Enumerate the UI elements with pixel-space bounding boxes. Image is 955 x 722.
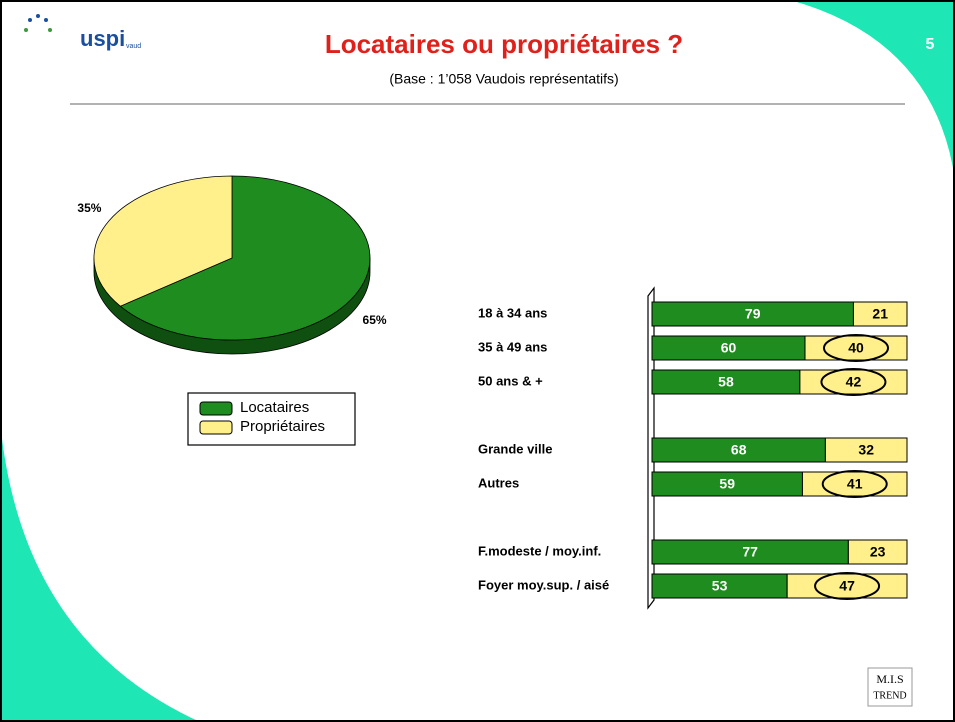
bar-segment [799,369,908,395]
bar-segment [651,301,854,327]
category-label: F.modeste / moy.inf. [478,543,601,558]
highlight-circle [820,368,887,396]
legend-swatch [199,420,233,435]
category-label: 50 ans & + [478,373,543,388]
subtitle: (Base : 1’058 Vaudois représentatifs) [389,71,618,87]
bar-value-label: 60 [721,340,737,356]
bar-segment [852,301,908,327]
corner-decoration [790,0,955,180]
legend-swatch [199,401,233,416]
pie-label: 65% [363,313,387,327]
pie-label: 35% [77,201,101,215]
bar-value-label: 59 [719,476,735,492]
highlight-circle [823,334,889,362]
axis [647,286,655,610]
footer-logo: M.I.S [876,672,903,686]
bar-segment [651,471,803,497]
footer-logo-sub: TREND [873,690,906,701]
bar-value-label: 23 [870,544,886,560]
bar-value-label: 41 [847,476,863,492]
corner-decoration [0,420,200,722]
bar-segment [847,539,908,565]
bar-value-label: 40 [848,340,864,356]
bar-segment [651,539,849,565]
category-label: Autres [478,475,519,490]
legend-label: Propriétaires [240,418,325,435]
legend-label: Locataires [240,399,309,416]
bar-segment [824,437,908,463]
highlight-circle [814,572,881,600]
pie-slice [93,175,233,307]
bar-value-label: 79 [745,306,761,322]
pie-slice [119,175,371,341]
bar-value-label: 53 [712,578,728,594]
footer-logo-box [867,667,913,707]
bar-segment [651,369,801,395]
bar-value-label: 47 [839,578,855,594]
logo-dots [24,14,52,32]
bar-segment [651,335,806,361]
page-number: 5 [926,36,935,53]
bar-segment [651,437,826,463]
highlight-circle [821,470,888,498]
category-label: 18 à 34 ans [478,305,547,320]
category-label: Foyer moy.sup. / aisé [478,577,609,592]
logo-subtext: vaud [126,43,141,50]
bar-value-label: 42 [846,374,862,390]
bar-value-label: 21 [872,306,888,322]
bar-value-label: 32 [858,442,874,458]
charts: 65% 35% Locataires Propriétaires 18 à 34 ans… [77,175,908,610]
category-label: 35 à 49 ans [478,339,547,354]
bar-value-label: 68 [731,442,747,458]
category-label: Grande ville [478,441,552,456]
bar-value-label: 77 [742,544,758,560]
bar-value-label: 58 [718,374,734,390]
title: Locataires ou propriétaires ? [325,29,683,59]
logo-text: uspi [80,26,125,51]
